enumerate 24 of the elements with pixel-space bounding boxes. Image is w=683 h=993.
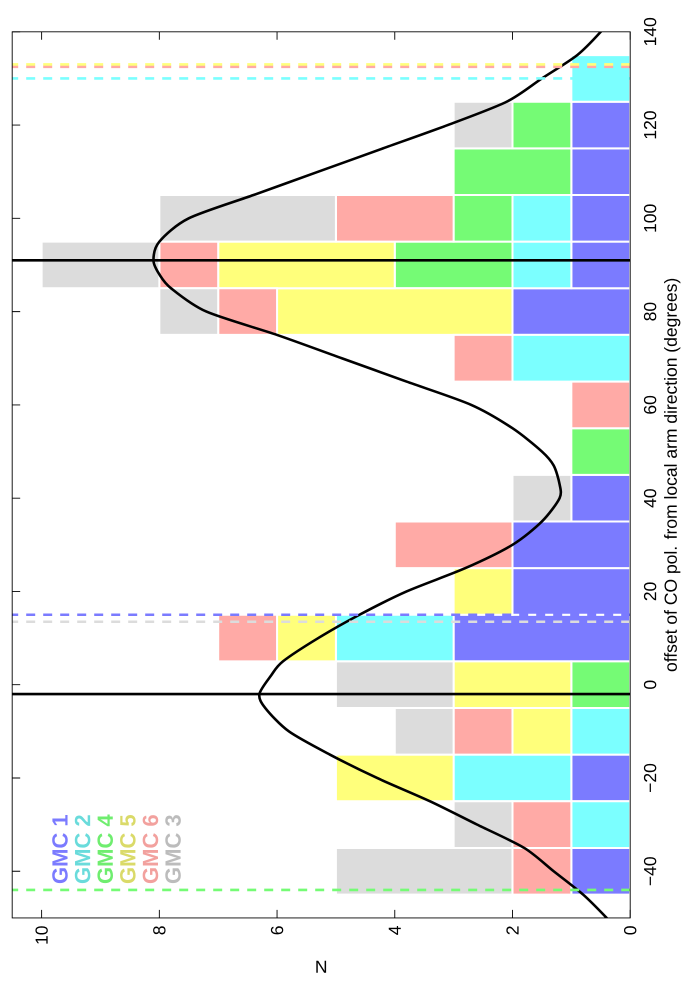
- y-tick-label: 20: [644, 582, 656, 600]
- y-tick-label: 140: [644, 18, 656, 46]
- y-tick-label: 40: [644, 489, 656, 508]
- text: GMC 6: [142, 815, 158, 884]
- x-tick-label: 8: [153, 926, 166, 934]
- x-tick-label: 4: [388, 926, 401, 935]
- y-tick-label: 100: [644, 204, 656, 232]
- text: GMC 1: [52, 814, 68, 884]
- y-tick-label: 0: [644, 680, 656, 689]
- y-tick-label: 80: [644, 302, 656, 321]
- text: GMC 4: [97, 814, 113, 884]
- y-tick-label: −40: [644, 857, 656, 886]
- x-axis-title: N: [316, 960, 326, 973]
- y-tick-label: 120: [644, 111, 656, 138]
- text: GMC 3: [165, 815, 181, 884]
- x-tick-label: 10: [35, 926, 48, 944]
- x-tick-label: 0: [624, 926, 636, 935]
- y-tick-label: 60: [644, 396, 656, 414]
- y-tick-label: −20: [644, 764, 656, 792]
- y-axis-title: offset of CO pol. from local arm direction (degrees): [664, 278, 680, 672]
- text: GMC 2: [74, 815, 90, 884]
- text: GMC 5: [120, 814, 136, 884]
- x-tick-label: 6: [270, 926, 284, 934]
- x-tick-label: 2: [506, 926, 519, 934]
